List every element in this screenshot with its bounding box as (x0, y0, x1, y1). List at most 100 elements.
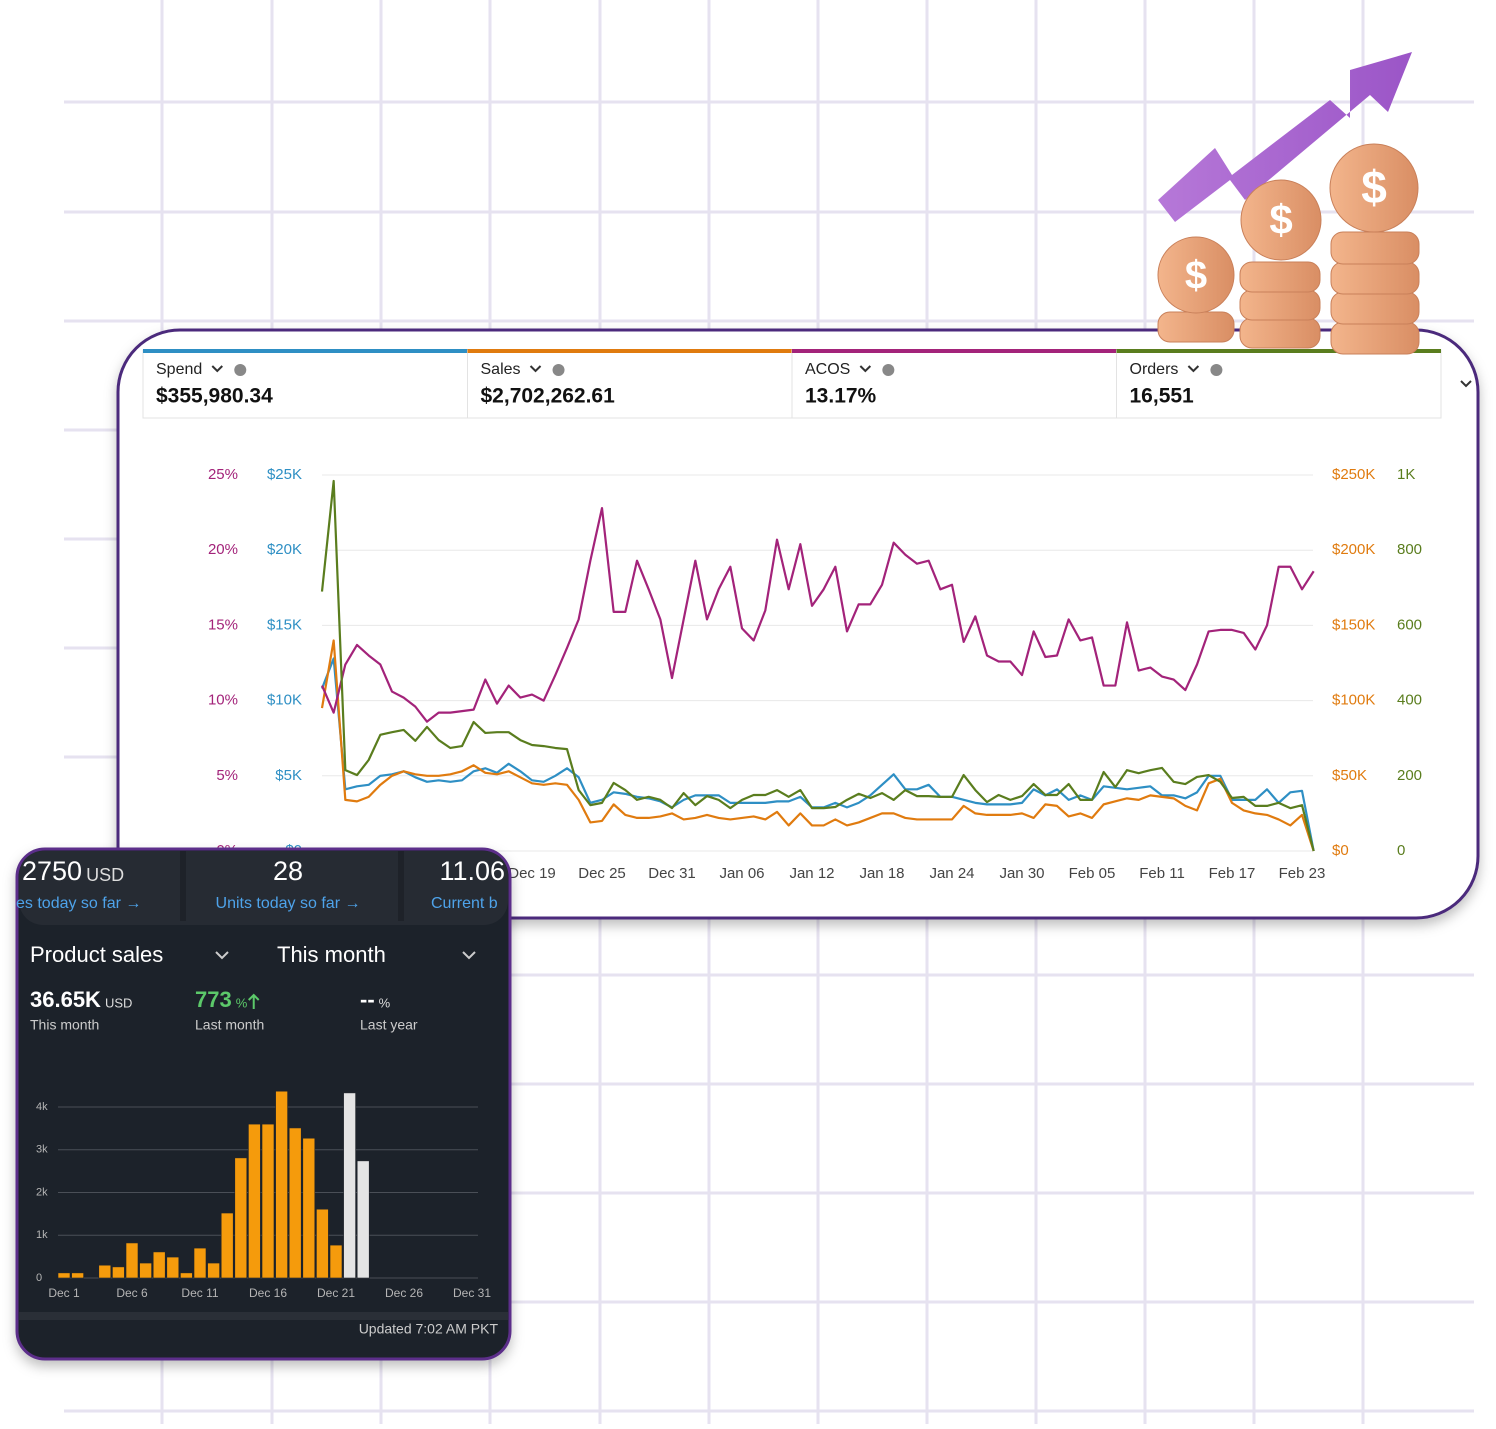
y-tick-label: 3k (36, 1144, 48, 1156)
summary-value: -- (360, 987, 375, 1012)
info-icon (234, 364, 247, 376)
y-tick-label: $5K (275, 767, 302, 784)
period-select[interactable]: This month (277, 942, 386, 967)
bar (152, 1251, 166, 1279)
bar-chart: 0 1k 2k 3k 4k Dec 1 Dec 6 Dec 11 Dec 16 Dec 21 Dec… (36, 1090, 491, 1300)
x-tick-label: Feb 17 (1209, 865, 1256, 882)
tab[interactable] (791, 349, 1117, 419)
stat-link[interactable]: es today so far → (16, 895, 141, 912)
bar (302, 1137, 316, 1279)
x-tick-label: Jan 06 (719, 865, 764, 882)
trend-arrow (248, 993, 260, 1009)
y-tick-label: $250K (1332, 466, 1375, 483)
x-tick-label: Dec 16 (249, 1286, 287, 1300)
y-tick-label: $150K (1332, 616, 1375, 633)
tab-value: $2,702,262.61 (481, 385, 616, 408)
metric-select[interactable]: Product sales (30, 942, 163, 967)
dropdown-chevron[interactable] (1187, 365, 1200, 373)
tab[interactable] (467, 349, 793, 419)
x-tick-label: Jan 24 (929, 865, 974, 882)
x-tick-label: Dec 11 (181, 1286, 218, 1300)
y-tick-label: $10K (267, 692, 302, 709)
bar (180, 1272, 193, 1279)
stat-value: 2750 (22, 856, 82, 886)
bar (356, 1160, 370, 1279)
bar (139, 1262, 152, 1279)
svg-text:$: $ (1185, 254, 1207, 298)
bar (193, 1247, 207, 1279)
x-tick-label: Jan 12 (789, 865, 834, 882)
bar (288, 1127, 302, 1279)
y-tick-label: 10% (208, 692, 238, 709)
stats-row (19, 851, 508, 925)
x-tick-label: Feb 11 (1139, 865, 1185, 882)
dropdown-chevron[interactable] (859, 365, 872, 373)
dashboard-card (116, 328, 1480, 920)
y-tick-label: $100K (1332, 692, 1375, 709)
bar (234, 1157, 248, 1279)
phone-card (15, 847, 512, 1361)
info-icon (1210, 364, 1223, 376)
bar (207, 1262, 220, 1279)
info-icon (882, 364, 895, 376)
bar (316, 1208, 329, 1279)
tab-label: Orders (1130, 361, 1179, 378)
y-tick-label: $200K (1332, 541, 1375, 558)
svg-text:$: $ (1269, 196, 1292, 243)
summary-value: 36.65K (30, 987, 101, 1012)
y-tick-label: 25% (208, 466, 238, 483)
data-line (320, 506, 1315, 723)
y-tick-label: 2k (36, 1186, 48, 1198)
stat-value: 28 (273, 856, 303, 886)
bar (125, 1242, 139, 1279)
y-tick-label: 1k (36, 1229, 48, 1241)
x-tick-label: Jan 30 (999, 865, 1044, 882)
y-tick-label: 0 (36, 1272, 42, 1284)
x-tick-label: Dec 26 (385, 1286, 423, 1300)
data-line (320, 479, 1315, 852)
y-tick-label: $50K (1332, 767, 1367, 784)
tab-label: ACOS (805, 361, 850, 378)
expand-chevron[interactable] (1460, 380, 1472, 388)
bar (329, 1244, 343, 1279)
stats-divider (180, 851, 186, 921)
summary-unit: USD (105, 995, 132, 1010)
tab-color-bar (143, 349, 468, 353)
y-tick-label: 800 (1397, 541, 1422, 558)
x-tick-label: Dec 1 (48, 1286, 80, 1300)
bar (248, 1123, 261, 1279)
x-tick-label: Dec 31 (453, 1286, 491, 1300)
y-tick-label: 20% (208, 541, 238, 558)
y-tick-label: 5% (216, 767, 238, 784)
y-tick-label: 400 (1397, 692, 1422, 709)
x-tick-label: Feb 23 (1279, 865, 1326, 882)
line-chart: 0%5%10%15%20%25%$0$5K$10K$15K$20K$25K$0$… (208, 466, 1422, 882)
stat-link[interactable]: Current b (431, 895, 498, 912)
tab-label: Sales (481, 361, 521, 378)
svg-text:$: $ (1361, 161, 1387, 213)
info-icon (552, 364, 565, 376)
dropdown-chevron[interactable] (211, 365, 223, 373)
stat-link[interactable]: Units today so far → (216, 895, 361, 912)
dropdown-chevron (462, 951, 476, 960)
tab[interactable] (1116, 349, 1442, 419)
x-tick-label: Dec 25 (578, 865, 626, 882)
dropdown-chevron[interactable] (529, 365, 542, 373)
y-tick-label: 600 (1397, 616, 1422, 633)
tab-value: 13.17% (805, 385, 877, 408)
x-tick-label: Dec 21 (317, 1286, 355, 1300)
y-tick-label: $25K (267, 466, 302, 483)
stat-value: 11.06 (439, 856, 505, 886)
bar (98, 1264, 112, 1279)
y-tick-label: 200 (1397, 767, 1422, 784)
bar (220, 1212, 234, 1279)
tab-value: 16,551 (1130, 385, 1195, 408)
stat-unit: USD (86, 865, 124, 885)
bar (71, 1272, 84, 1279)
summary-value: 773 (195, 987, 232, 1012)
y-tick-label: $15K (267, 616, 302, 633)
tab[interactable] (142, 349, 468, 419)
data-line (320, 639, 1315, 852)
